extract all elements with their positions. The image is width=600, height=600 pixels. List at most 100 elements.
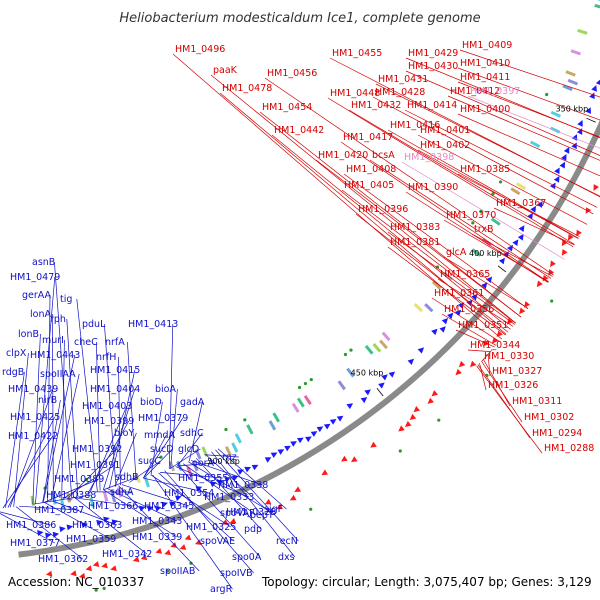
forward-gene-arrow — [321, 469, 329, 476]
forward-leader-line — [327, 97, 574, 248]
forward-gene-arrow — [370, 441, 377, 448]
reverse-gene-label: HM1_0363 — [72, 520, 122, 531]
reverse-gene-arrow — [329, 418, 337, 425]
cog-category-block — [595, 0, 600, 3]
forward-gene-arrow — [536, 280, 543, 288]
reverse-leader-line — [164, 470, 254, 574]
reverse-leader-line — [160, 471, 223, 479]
reverse-gene-label: sdhC — [180, 428, 204, 439]
forward-leader-line — [401, 161, 565, 260]
forward-leader-line — [443, 256, 529, 309]
reverse-gene-label: recN — [276, 536, 298, 547]
cog-category-block — [530, 140, 541, 148]
cog-category-block — [471, 248, 482, 257]
reverse-gene-arrow — [518, 225, 525, 232]
reverse-gene-arrow — [360, 397, 368, 404]
gc-skew-marker — [165, 569, 170, 573]
reverse-leader-line — [217, 448, 287, 510]
reverse-gene-arrow — [45, 532, 52, 539]
forward-gene-label: HM1_0412 — [450, 86, 500, 97]
cog-category-block — [110, 492, 117, 503]
reverse-gene-label: mmdA — [144, 430, 176, 441]
reverse-gene-arrow — [471, 293, 478, 301]
reverse-gene-label: HM1_0415 — [90, 365, 140, 376]
forward-gene-label: HM1_0383 — [390, 222, 440, 233]
reverse-gene-label: HM1_0366 — [88, 501, 138, 512]
reverse-leader-line — [42, 399, 61, 503]
forward-gene-arrow — [496, 330, 503, 338]
reverse-gene-arrow — [224, 477, 231, 483]
forward-gene-label: HM1_0432 — [351, 100, 401, 111]
genome-backbone — [18, 119, 600, 558]
forward-gene-arrow — [593, 184, 599, 191]
forward-gene-label: HM1_0414 — [407, 100, 457, 111]
reverse-leader-line — [175, 466, 249, 498]
forward-gene-label: HM1_0454 — [262, 102, 312, 113]
reverse-leader-line — [107, 488, 177, 522]
reverse-gene-arrow — [161, 501, 168, 508]
forward-gene-label: HM1_0396 — [358, 204, 408, 215]
forward-leader-line — [210, 74, 517, 324]
forward-gene-arrow — [45, 570, 53, 577]
forward-gene-label: HM1_0429 — [408, 48, 458, 59]
forward-gene-arrow — [101, 562, 108, 569]
reverse-gene-label: HM1_0425 — [10, 412, 60, 423]
reverse-gene-arrow — [439, 326, 446, 333]
gc-skew-marker — [309, 377, 313, 382]
reverse-leader-line — [96, 341, 101, 491]
reverse-leader-line — [103, 476, 138, 491]
reverse-gene-arrow — [138, 505, 146, 512]
reverse-gene-label: sdhA — [110, 487, 134, 498]
reverse-gene-label: sdhB — [115, 472, 139, 483]
reverse-gene-label: HM1_0343 — [132, 516, 182, 527]
reverse-gene-arrow — [310, 431, 318, 437]
forward-leader-line — [471, 233, 553, 277]
reverse-gene-label: pduL — [82, 319, 106, 330]
forward-gene-arrow — [289, 494, 297, 501]
reverse-gene-arrow — [431, 328, 438, 336]
reverse-leader-line — [66, 318, 79, 496]
forward-leader-line — [369, 159, 552, 279]
cog-category-block — [246, 424, 254, 435]
forward-gene-label: HM1_0428 — [375, 87, 425, 98]
reverse-gene-label: HM1_0399 — [84, 416, 134, 427]
forward-leader-line — [457, 173, 580, 237]
reverse-gene-label: tig — [60, 294, 72, 305]
forward-gene-label: HM1_0385 — [460, 164, 510, 175]
forward-leader-line — [431, 297, 500, 342]
reverse-leader-line — [195, 458, 262, 530]
reverse-leader-line — [54, 261, 73, 498]
reverse-leader-line — [19, 505, 79, 511]
reverse-gene-arrow — [498, 257, 505, 265]
forward-gene-arrow — [221, 519, 229, 525]
reverse-gene-arrow — [517, 233, 524, 241]
reverse-leader-line — [129, 460, 161, 483]
reverse-gene-arrow — [290, 441, 297, 447]
forward-gene-label: HM1_0381 — [390, 237, 440, 248]
cog-category-block — [60, 498, 66, 510]
reverse-gene-label: HM1_0479 — [10, 272, 60, 283]
reverse-gene-label: HM1_0338 — [218, 480, 268, 491]
forward-leader-line — [375, 83, 600, 197]
forward-gene-label: HM1_0442 — [274, 125, 324, 136]
forward-gene-arrow — [85, 565, 92, 572]
forward-gene-arrow — [229, 518, 237, 524]
cog-category-block — [224, 446, 232, 457]
forward-leader-line — [172, 53, 503, 340]
reverse-gene-label: HM1_0443 — [30, 350, 80, 361]
forward-gene-arrow — [398, 425, 405, 432]
forward-gene-label: HM1_0478 — [222, 83, 272, 94]
reverse-gene-label: rdgB — [2, 367, 24, 378]
reverse-leader-line — [144, 448, 173, 478]
reverse-gene-label: HM1_0359 — [66, 534, 116, 545]
reverse-gene-label: HM1_0377 — [10, 538, 60, 549]
reverse-gene-label: HM1_0355 — [178, 473, 228, 484]
forward-leader-line — [441, 313, 497, 346]
cog-category-block — [594, 3, 600, 10]
forward-leader-line — [355, 213, 509, 333]
scale-tick-label: 450 kbp — [351, 369, 384, 378]
reverse-leader-line — [2, 435, 54, 509]
forward-gene-arrow — [524, 301, 531, 308]
cog-category-block — [567, 78, 579, 86]
